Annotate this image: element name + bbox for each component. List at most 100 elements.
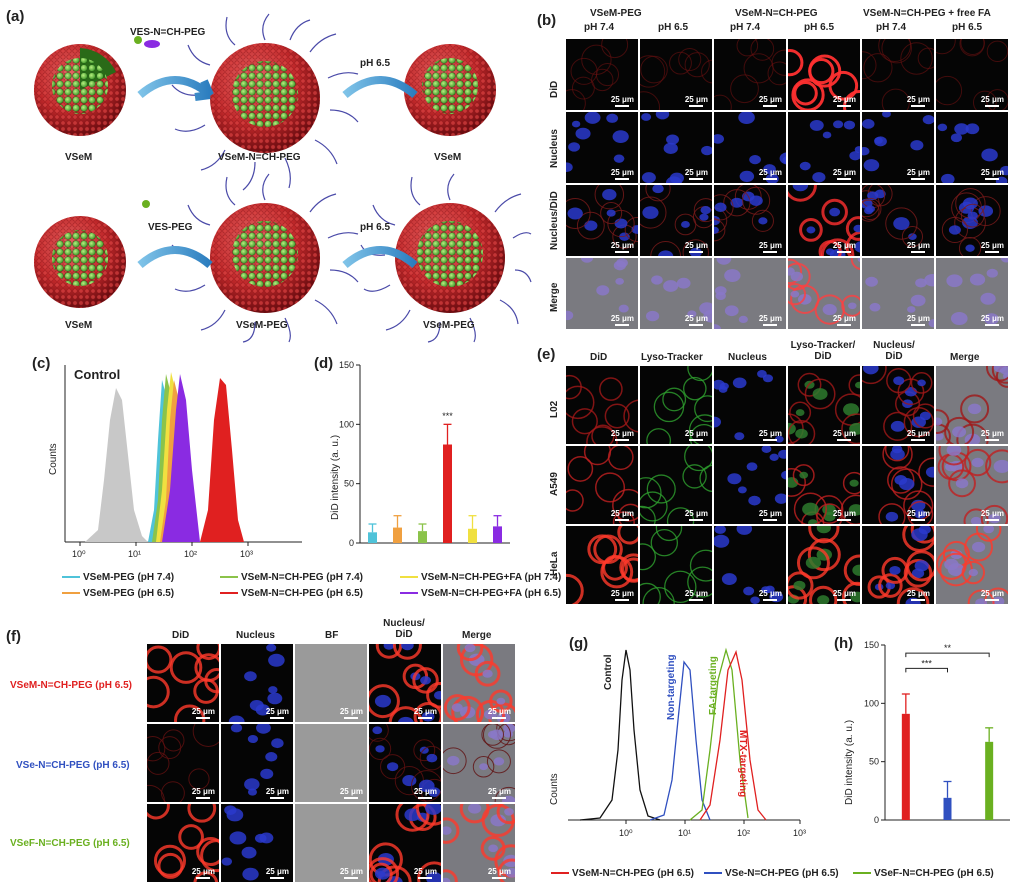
micrograph-cell: 25 μm: [146, 803, 220, 883]
c-tick-2: 10¹: [128, 549, 142, 559]
micrograph-cell: 25 μm: [787, 445, 861, 525]
micrograph-cell: 25 μm: [294, 643, 368, 723]
f-col-did: DiD: [172, 630, 190, 641]
scale-bar: 25 μm: [833, 429, 856, 441]
micrograph-cell: 25 μm: [787, 111, 861, 184]
micrograph-cell: 25 μm: [639, 184, 713, 257]
scale-bar: 25 μm: [907, 168, 930, 180]
y-tick-label: 150: [339, 360, 354, 370]
scale-bar: 25 μm: [488, 787, 511, 799]
micrograph-cell: 25 μm: [861, 445, 935, 525]
b-ph-3: pH 7.4: [730, 22, 761, 33]
bar: [468, 528, 477, 543]
bar: [443, 444, 452, 543]
scale-bar: 25 μm: [833, 589, 856, 601]
f-col-merge: Merge: [462, 630, 492, 641]
micrograph-cell: 25 μm: [220, 803, 294, 883]
micrograph-cell: 25 μm: [294, 803, 368, 883]
micrograph-cell: 25 μm: [713, 365, 787, 445]
micrograph-cell: 25 μm: [935, 365, 1009, 445]
micrograph-cell: 25 μm: [713, 257, 787, 330]
micrograph-cell: 25 μm: [935, 184, 1009, 257]
micrograph-cell: 25 μm: [935, 445, 1009, 525]
micrograph-cell: 25 μm: [146, 643, 220, 723]
bar: [493, 526, 502, 543]
scale-bar: 25 μm: [340, 707, 363, 719]
micrograph-cell: 25 μm: [787, 525, 861, 605]
c-tick-3: 10²: [184, 549, 198, 559]
micrograph-cell: 25 μm: [713, 184, 787, 257]
e-col-nucleus: Nucleus: [728, 352, 767, 363]
scale-bar: 25 μm: [833, 509, 856, 521]
label-vsem-peg-2: VSeM-PEG: [423, 320, 475, 331]
bar: [901, 713, 910, 820]
arrow-icon: [342, 246, 418, 269]
scale-bar: 25 μm: [266, 787, 289, 799]
scale-bar: 25 μm: [611, 314, 634, 326]
b-ph-2: pH 6.5: [658, 22, 689, 33]
micrograph-cell: 25 μm: [368, 643, 442, 723]
significance-mark: ***: [921, 658, 932, 668]
micrograph-cell: 25 μm: [861, 38, 935, 111]
scale-bar: 25 μm: [907, 509, 930, 521]
f-col-nucleus-did: Nucleus/ DiD: [383, 618, 425, 640]
y-tick-label: 0: [874, 815, 879, 825]
b-row-nucleus: Nucleus: [549, 129, 560, 168]
c-control-label: Control: [74, 367, 121, 382]
scale-bar: 25 μm: [981, 241, 1004, 253]
scale-bar: 25 μm: [414, 867, 437, 879]
micrograph-cell: 25 μm: [935, 525, 1009, 605]
panel-label-f: (f): [6, 628, 21, 645]
scale-bar: 25 μm: [414, 707, 437, 719]
scale-bar: 25 μm: [611, 168, 634, 180]
micrograph-cell: 25 μm: [935, 257, 1009, 330]
scale-bar: 25 μm: [611, 589, 634, 601]
sphere-vsem-2: [404, 44, 496, 136]
micrograph-cell: 25 μm: [294, 723, 368, 803]
sphere-vsem-1: [34, 44, 126, 136]
scale-bar: 25 μm: [907, 95, 930, 107]
label-ves-peg: VES-PEG: [148, 222, 193, 233]
scale-bar: 25 μm: [833, 241, 856, 253]
micrograph-cell: 25 μm: [442, 643, 516, 723]
label-vsem-peg: VSeM-PEG: [236, 320, 288, 331]
e-row-hela: HeLa: [549, 551, 560, 576]
scale-bar: 25 μm: [685, 168, 708, 180]
c-legend-2: VSeM-N=CH-PEG (pH 7.4): [220, 572, 363, 583]
c-legend-4: VSeM-PEG (pH 6.5): [62, 588, 174, 599]
micrograph-cell: 25 μm: [861, 365, 935, 445]
scale-bar: 25 μm: [340, 867, 363, 879]
micrograph-cell: 25 μm: [639, 111, 713, 184]
g-label-fa: FA-targeting: [708, 656, 719, 715]
c-hist-purple: [162, 374, 200, 542]
f-row-1: VSeM-N=CH-PEG (pH 6.5): [10, 680, 132, 691]
g-curve-mtx: [699, 649, 767, 821]
b-ph-5: pH 7.4: [876, 22, 907, 33]
e-col-did: DiD: [590, 352, 608, 363]
f-row-2: VSe-N=CH-PEG (pH 6.5): [16, 760, 130, 771]
scale-bar: 25 μm: [759, 314, 782, 326]
scale-bar: 25 μm: [981, 95, 1004, 107]
y-tick-label: 50: [869, 757, 879, 767]
y-tick-label: 50: [344, 479, 354, 489]
panel-c-histogram: [64, 365, 302, 546]
micrograph-cell: 25 μm: [639, 38, 713, 111]
f-col-bf: BF: [325, 630, 339, 641]
scale-bar: 25 μm: [981, 589, 1004, 601]
scale-bar: 25 μm: [488, 707, 511, 719]
scale-bar: 25 μm: [833, 314, 856, 326]
b-row-did: DiD: [549, 80, 560, 98]
g-curve-nontargeting: [649, 660, 711, 821]
g-label-mtx: MTX-targeting: [737, 730, 748, 798]
c-hist-control: [85, 388, 148, 542]
panel-g-histogram: [568, 647, 801, 824]
scale-bar: 25 μm: [833, 95, 856, 107]
scale-bar: 25 μm: [759, 509, 782, 521]
micrograph-cell: 25 μm: [713, 38, 787, 111]
micrograph-cell: 25 μm: [713, 525, 787, 605]
scale-bar: 25 μm: [759, 241, 782, 253]
micrograph-cell: 25 μm: [565, 38, 639, 111]
arrow-icon: [342, 76, 418, 99]
scale-bar: 25 μm: [611, 241, 634, 253]
